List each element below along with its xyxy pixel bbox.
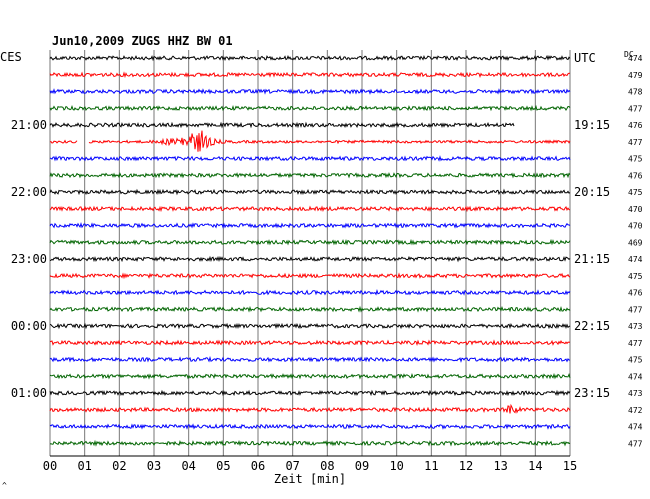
dc-value: 477: [628, 104, 643, 113]
left-time-label: 01:00: [11, 386, 47, 400]
dc-value: 474: [628, 423, 643, 432]
trace-line: [49, 423, 571, 430]
right-time-label: 22:15: [574, 319, 610, 333]
trace-line: [49, 322, 571, 330]
trace-line: [49, 71, 570, 79]
dc-value: 473: [628, 322, 643, 331]
dc-label: DC: [624, 50, 634, 59]
trace-line: [49, 238, 571, 246]
x-tick-label: 07: [285, 459, 299, 473]
left-time-label: 23:00: [11, 252, 47, 266]
x-tick-label: 12: [459, 459, 473, 473]
x-tick-label: 11: [424, 459, 438, 473]
left-time-label: 22:00: [11, 185, 47, 199]
x-tick-label: 08: [320, 459, 334, 473]
dc-value: 479: [628, 71, 643, 80]
trace-line: [49, 121, 515, 129]
dc-value: 475: [628, 356, 643, 365]
dc-value: 475: [628, 155, 643, 164]
dc-value: 469: [628, 238, 643, 247]
trace-line: [49, 355, 571, 363]
trace-line: [49, 104, 571, 112]
dc-value: 477: [628, 305, 643, 314]
trace-line: [49, 188, 571, 196]
dc-value: 470: [628, 205, 643, 214]
x-tick-label: 00: [43, 459, 57, 473]
dc-value: 477: [628, 439, 643, 448]
trace-line: [49, 54, 571, 62]
dc-value: 474: [628, 372, 643, 381]
trace-line: [49, 205, 571, 213]
dc-value: 477: [628, 339, 643, 348]
right-time-label: UTC: [574, 51, 596, 65]
dc-value: 476: [628, 171, 643, 180]
trace-line: [49, 439, 571, 447]
left-unit-label: CES: [0, 50, 22, 64]
right-time-label: 23:15: [574, 386, 610, 400]
label-group: 00 01 02 03 04 05 06 07 08 09 10 11 12 13 14 15 21:00 22:…: [11, 51, 643, 473]
dc-value: 470: [628, 222, 643, 231]
trace-line: [49, 339, 571, 346]
x-tick-label: 05: [216, 459, 230, 473]
x-tick-label: 03: [147, 459, 161, 473]
trace-line: [49, 389, 571, 397]
dc-value: 474: [628, 255, 643, 264]
right-time-label: 21:15: [574, 252, 610, 266]
trace-line: [49, 272, 571, 280]
footnote-mark: ^: [2, 481, 7, 490]
right-time-label: 19:15: [574, 118, 610, 132]
trace-line: [49, 221, 571, 229]
x-tick-label: 02: [112, 459, 126, 473]
x-tick-label: 14: [528, 459, 542, 473]
x-tick-label: 15: [563, 459, 577, 473]
dc-value: 475: [628, 188, 643, 197]
x-tick-label: 10: [389, 459, 403, 473]
x-tick-label: 09: [355, 459, 369, 473]
dc-value: 472: [628, 406, 643, 415]
trace-line: [49, 255, 571, 263]
x-axis-label: Zeit [min]: [274, 472, 346, 486]
trace-line: [49, 372, 571, 380]
dc-value: 477: [628, 138, 643, 147]
trace-line: [49, 172, 571, 179]
dc-value: 478: [628, 88, 643, 97]
trace-line: [49, 88, 571, 95]
x-tick-label: 06: [251, 459, 265, 473]
chart-title: Jun10,2009 ZUGS HHZ BW 01: [52, 34, 233, 48]
left-time-label: 21:00: [11, 118, 47, 132]
dc-value: 476: [628, 289, 643, 298]
dc-value: 475: [628, 272, 643, 281]
trace-line: [49, 130, 571, 152]
trace-group: [49, 54, 571, 447]
trace-line: [49, 288, 571, 296]
dc-value: 476: [628, 121, 643, 130]
x-tick-label: 13: [493, 459, 507, 473]
x-tick-label: 04: [181, 459, 195, 473]
dc-value: 474: [628, 54, 643, 63]
x-tick-label: 01: [77, 459, 91, 473]
grid-lines: [49, 50, 571, 457]
dc-value: 473: [628, 389, 643, 398]
trace-line: [49, 155, 571, 162]
trace-line: [49, 305, 571, 313]
right-time-label: 20:15: [574, 185, 610, 199]
trace-line: [49, 403, 571, 414]
left-time-label: 00:00: [11, 319, 47, 333]
